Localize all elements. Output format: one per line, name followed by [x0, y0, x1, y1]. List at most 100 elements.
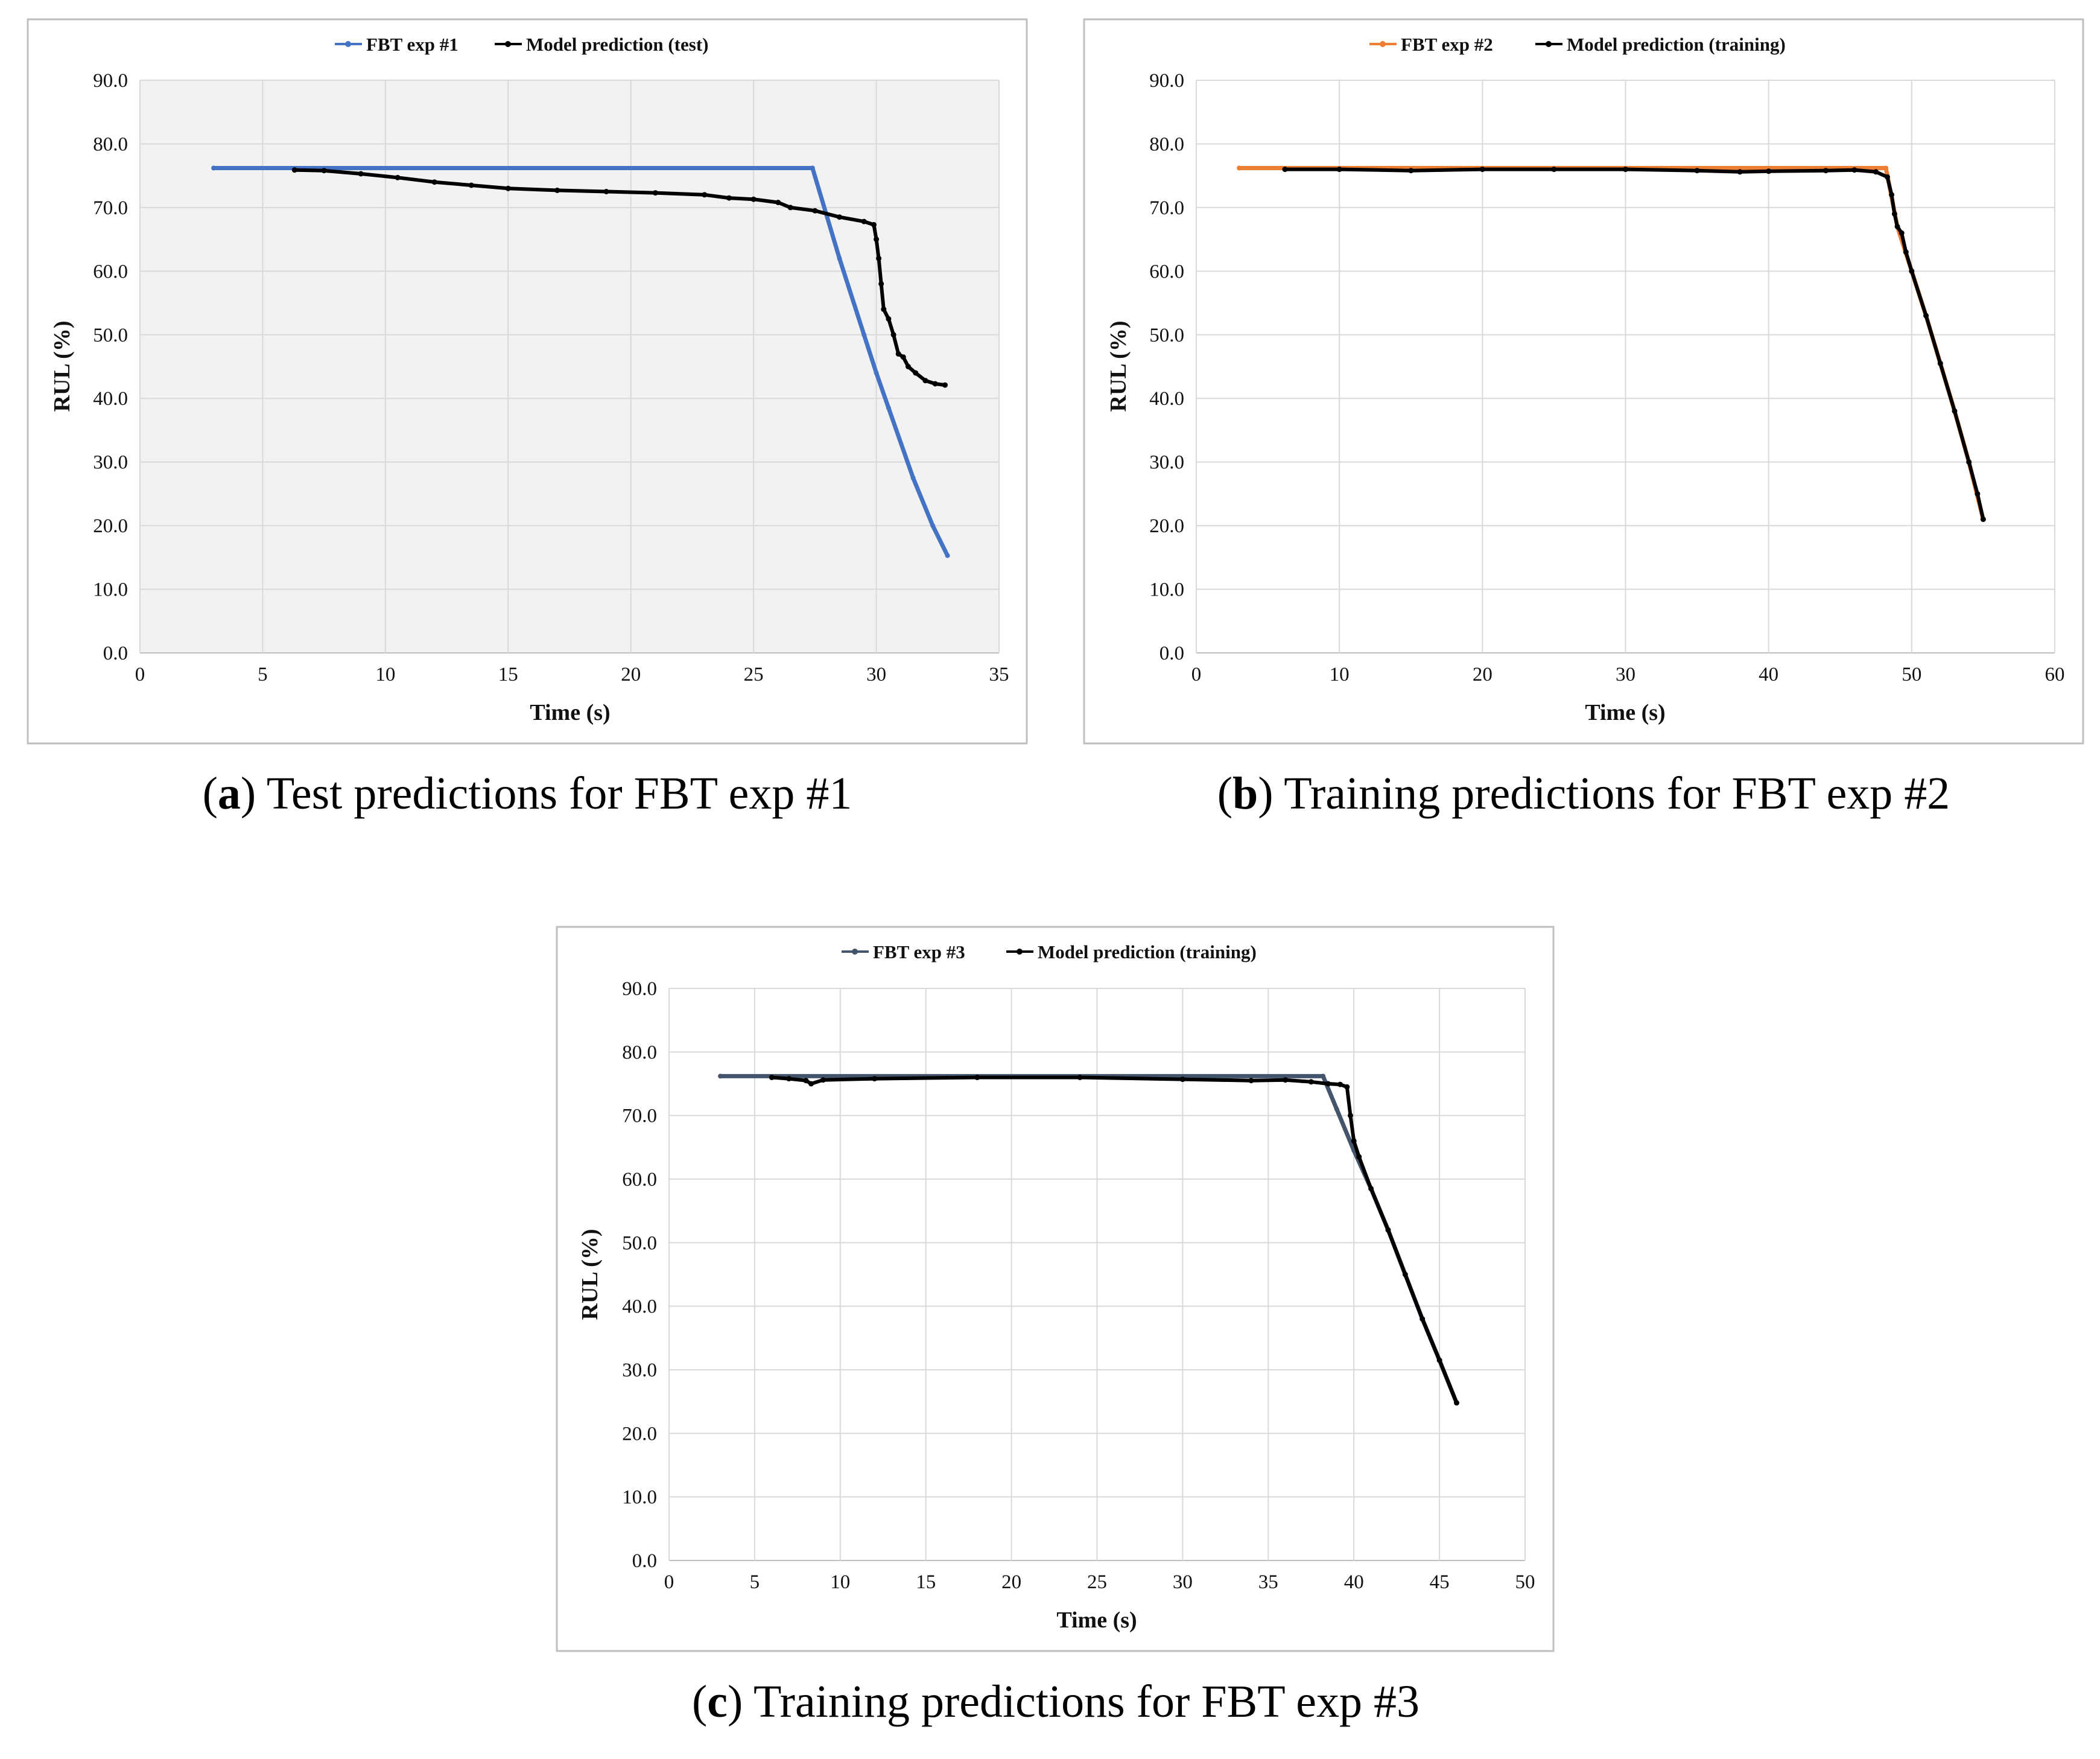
y-tick-label-c-0: 0.0 — [632, 1550, 657, 1572]
data-point-b-1-11 — [1873, 169, 1879, 175]
y-axis-title-b: RUL (%) — [1106, 321, 1131, 412]
data-point-c-1-2 — [803, 1078, 809, 1084]
plot-area-a: 0.0 10.0 20.0 30.0 40.0 50.0 60.0 70.0 80.0 90.0 0… — [93, 70, 1009, 685]
data-point-a-1-20 — [876, 255, 882, 261]
legend-marker-exp3 — [852, 949, 858, 955]
data-point-b-1-4 — [1551, 167, 1557, 173]
data-point-a-1-26 — [900, 354, 906, 360]
data-point-c-1-20 — [1402, 1271, 1408, 1277]
x-tick-label-b-2: 20 — [1473, 664, 1493, 685]
data-point-a-1-7 — [554, 187, 560, 193]
data-point-c-1-5 — [872, 1076, 878, 1082]
x-axis-title-c: Time (s) — [1056, 1608, 1137, 1633]
data-point-a-0-1 — [810, 165, 815, 171]
data-point-b-1-15 — [1894, 224, 1900, 229]
data-point-a-1-0 — [291, 167, 297, 173]
y-axis-title-a: RUL (%) — [49, 321, 75, 412]
data-point-c-1-18 — [1368, 1186, 1374, 1192]
plot-area-b: 0.0 10.0 20.0 30.0 40.0 50.0 60.0 70.0 80.0 90.0 0… — [1149, 70, 2064, 685]
data-point-a-0-6 — [910, 476, 916, 480]
x-tick-label-b-3: 30 — [1616, 664, 1635, 685]
legend-marker-prediction-c — [1017, 949, 1023, 955]
x-axis-title-a: Time (s) — [530, 700, 610, 725]
data-point-c-1-4 — [820, 1077, 826, 1083]
data-point-a-1-16 — [837, 214, 842, 220]
data-point-b-1-18 — [1909, 268, 1915, 274]
data-point-a-1-18 — [871, 221, 877, 227]
x-tick-label-a-2: 10 — [375, 664, 395, 685]
data-point-c-0-1 — [1321, 1074, 1326, 1079]
data-point-c-1-9 — [1248, 1078, 1254, 1084]
x-tick-label-a-5: 25 — [744, 664, 764, 685]
x-tick-label-a-6: 30 — [866, 664, 886, 685]
data-point-a-1-24 — [890, 332, 896, 338]
data-point-a-1-4 — [431, 179, 437, 185]
x-tick-label-b-1: 10 — [1330, 664, 1350, 685]
plot-background-a — [140, 80, 999, 653]
y-tick-label-c-3: 30.0 — [622, 1360, 657, 1381]
y-tick-label-b-0: 0.0 — [1159, 643, 1184, 664]
y-tick-label-a-7: 70.0 — [93, 197, 128, 219]
data-point-a-0-7 — [930, 523, 936, 529]
data-point-b-1-8 — [1766, 168, 1772, 174]
x-tick-label-c-8: 40 — [1344, 1571, 1364, 1593]
x-tick-label-a-7: 35 — [989, 664, 1009, 685]
y-axis-title-c: RUL (%) — [577, 1229, 603, 1320]
data-point-c-1-13 — [1337, 1081, 1343, 1087]
data-point-b-0-1 — [1883, 165, 1889, 171]
y-tick-label-a-5: 50.0 — [93, 325, 128, 346]
data-point-c-1-10 — [1283, 1077, 1289, 1083]
y-tick-label-c-2: 20.0 — [622, 1423, 657, 1445]
y-tick-label-b-4: 40.0 — [1149, 388, 1184, 410]
data-point-a-1-10 — [702, 192, 708, 198]
legend-label-prediction-b: Model prediction (training) — [1567, 34, 1786, 55]
x-tick-label-b-4: 40 — [1759, 664, 1778, 685]
legend-a: FBT exp #1 Model prediction (test) — [335, 34, 708, 55]
data-point-a-1-12 — [750, 196, 757, 202]
data-point-a-0-3 — [861, 332, 867, 337]
y-tick-label-b-6: 60.0 — [1149, 261, 1184, 282]
x-tick-label-c-10: 50 — [1515, 1571, 1535, 1593]
data-point-c-1-8 — [1179, 1077, 1185, 1083]
x-tick-label-c-4: 20 — [1001, 1571, 1021, 1593]
chart-panel-c: 0.0 10.0 20.0 30.0 40.0 50.0 60.0 70.0 80.0 90.0 0… — [556, 926, 1555, 1727]
data-point-a-1-30 — [932, 381, 938, 387]
legend-marker-prediction-b — [1546, 41, 1552, 47]
data-point-b-1-14 — [1891, 211, 1897, 217]
x-tick-label-c-0: 0 — [664, 1571, 674, 1593]
legend-label-prediction-c: Model prediction (training) — [1038, 941, 1257, 962]
x-tick-label-a-1: 5 — [258, 664, 268, 685]
legend-label-exp2: FBT exp #2 — [1401, 34, 1493, 55]
legend-label-exp1: FBT exp #1 — [366, 34, 458, 55]
y-tick-label-b-8: 80.0 — [1149, 133, 1184, 155]
data-point-c-1-3 — [808, 1081, 814, 1087]
data-point-b-1-20 — [1937, 360, 1943, 366]
data-point-a-1-8 — [603, 189, 609, 194]
legend-label-prediction-a: Model prediction (test) — [526, 34, 708, 55]
x-tick-label-c-7: 35 — [1258, 1571, 1278, 1593]
data-point-a-1-22 — [881, 307, 887, 313]
y-tick-label-c-6: 60.0 — [622, 1169, 657, 1191]
data-point-c-1-11 — [1308, 1079, 1314, 1085]
y-tick-label-c-9: 90.0 — [622, 978, 657, 1000]
plot-area-c: 0.0 10.0 20.0 30.0 40.0 50.0 60.0 70.0 80.0 90.0 0… — [622, 978, 1535, 1593]
data-point-c-1-15 — [1348, 1113, 1353, 1119]
y-tick-label-a-8: 80.0 — [93, 133, 128, 155]
x-tick-label-c-1: 5 — [750, 1571, 760, 1593]
data-point-a-1-28 — [913, 370, 919, 376]
data-point-a-1-15 — [812, 208, 818, 214]
x-tick-label-b-5: 50 — [1902, 664, 1921, 685]
x-tick-label-c-2: 10 — [830, 1571, 850, 1593]
chart-panel-a: 0.0 10.0 20.0 30.0 40.0 50.0 60.0 70.0 80.0 90.0 0… — [27, 18, 1028, 819]
x-tick-label-a-3: 15 — [498, 664, 518, 685]
y-tick-label-b-1: 10.0 — [1149, 579, 1184, 601]
y-tick-label-b-5: 50.0 — [1149, 325, 1184, 346]
data-point-c-1-22 — [1436, 1357, 1442, 1363]
x-tick-label-a-0: 0 — [135, 664, 145, 685]
data-point-a-1-6 — [505, 185, 511, 191]
data-point-b-1-2 — [1408, 168, 1414, 174]
data-point-c-1-17 — [1356, 1154, 1362, 1160]
y-tick-label-c-1: 10.0 — [622, 1487, 657, 1509]
y-tick-label-b-2: 20.0 — [1149, 515, 1184, 537]
